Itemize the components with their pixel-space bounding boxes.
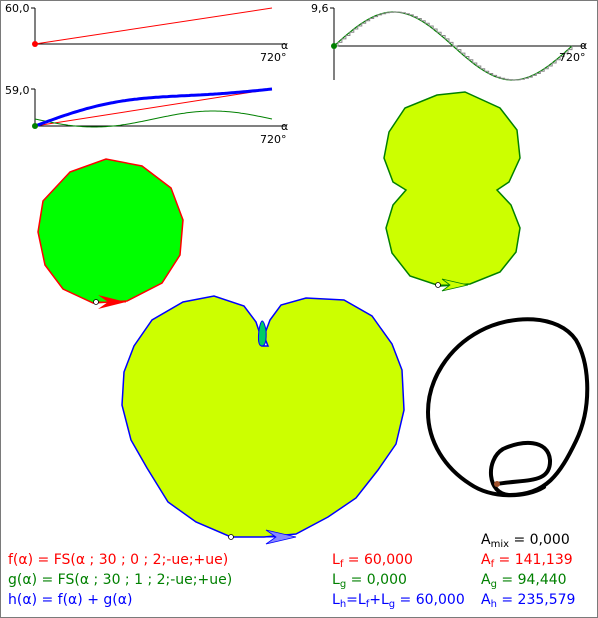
area-f-symbol: A: [481, 552, 491, 568]
shape-f: [37, 158, 184, 304]
length-g-symbol: L: [332, 572, 340, 588]
plot-g-curve-steps: [334, 11, 573, 81]
formula-f: f(α) = FS(α ; 30 ; 0 ; 2;-ue;+ue): [8, 552, 229, 568]
area-f-subscript: f: [490, 559, 495, 570]
length-g: Lg = 0,000: [332, 572, 407, 590]
plot-h-marker: [32, 123, 38, 129]
length-h-plus: +L: [369, 592, 389, 608]
length-h-subscript-f: f: [365, 599, 370, 610]
length-h-eq: =L: [346, 592, 366, 608]
formula-h: h(α) = f(α) + g(α): [8, 592, 133, 608]
plot-h-g-curve: [34, 110, 273, 128]
plot-g-ymax-label: 9,6: [311, 2, 329, 15]
formula-g: g(α) = FS(α ; 30 ; 1 ; 2;-ue;+ue): [8, 572, 233, 588]
shape-h: [121, 295, 405, 538]
area-g-subscript: g: [490, 579, 497, 590]
plot-f-marker: [32, 41, 38, 47]
area-g: Ag = 94,440: [481, 572, 567, 590]
shape-g-direction-arrow: [435, 278, 469, 292]
plot-f: [31, 7, 285, 47]
area-g-value: = 94,440: [496, 572, 567, 588]
length-g-value: = 0,000: [346, 572, 407, 588]
plot-h-axis-var: α: [281, 120, 289, 133]
shape-h-direction-arrow: [228, 529, 297, 545]
length-h-subscript-g: g: [388, 599, 396, 610]
length-h-value: = 60,000: [395, 592, 465, 608]
area-f-value: = 141,139: [494, 552, 573, 568]
length-h: Lh=Lf+Lg = 60,000: [332, 592, 465, 610]
length-g-subscript: g: [339, 579, 347, 590]
plot-f-ymax-label: 60,0: [5, 2, 30, 15]
area-g-symbol: A: [481, 572, 491, 588]
trace-marker: [494, 481, 500, 487]
shape-g: [383, 91, 521, 287]
area-mix-symbol: A: [481, 532, 491, 548]
plot-f-xmax-label: 720°: [260, 51, 287, 64]
plot-g-axis-var: α: [580, 39, 588, 52]
plot-h-ymax-label: 59,0: [5, 84, 30, 97]
length-f-symbol: L: [332, 552, 340, 568]
length-f-value: = 60,000: [343, 552, 413, 568]
trace-curve: [425, 317, 590, 498]
plot-h-sum-curve: [34, 87, 273, 128]
plot-f-curve: [34, 7, 273, 45]
area-mix-value: = 0,000: [509, 532, 570, 548]
area-f: Af = 141,139: [481, 552, 573, 570]
length-f: Lf = 60,000: [332, 552, 413, 570]
plot-g-marker: [331, 43, 337, 49]
plot-h-xmax-label: 720°: [260, 133, 287, 146]
plot-h: [31, 87, 285, 129]
area-mix-subscript: mix: [490, 539, 510, 550]
area-h-symbol: A: [481, 592, 491, 608]
area-h: Ah = 235,579: [481, 592, 576, 610]
area-mix: Amix = 0,000: [481, 532, 570, 550]
area-h-value: = 235,579: [496, 592, 576, 608]
length-h-subscript: h: [339, 599, 347, 610]
length-h-symbol: L: [332, 592, 340, 608]
plot-g: [330, 7, 585, 81]
plot-g-xmax-label: 720°: [559, 51, 586, 64]
plot-f-axis-var: α: [281, 39, 289, 52]
length-f-subscript: f: [339, 559, 344, 570]
shape-h-inner-loop: [257, 320, 267, 347]
plot-h-f-curve: [34, 88, 273, 127]
area-h-subscript: h: [490, 599, 497, 610]
shape-f-direction-arrow: [93, 295, 126, 309]
